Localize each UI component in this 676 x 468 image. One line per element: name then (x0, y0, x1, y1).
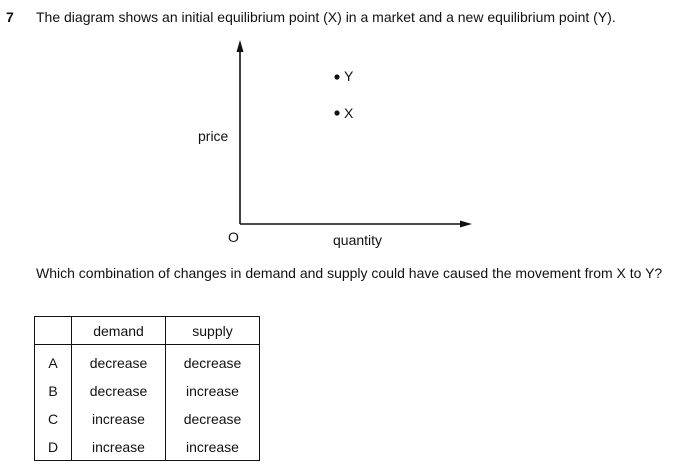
x-axis-arrowhead (460, 220, 472, 228)
question-number: 7 (6, 9, 14, 25)
question-text: The diagram shows an initial equilibrium… (36, 9, 616, 25)
point-x-label: X (344, 105, 354, 121)
table-header-row: demand supply (34, 316, 260, 345)
y-axis-arrowhead (236, 40, 244, 52)
option-supply: decrease (165, 344, 260, 377)
option-letter: C (34, 405, 72, 433)
x-axis-label: quantity (333, 232, 382, 248)
header-supply: supply (165, 316, 260, 345)
equilibrium-diagram: price O quantity Y X (198, 40, 472, 248)
option-demand: increase (71, 405, 166, 433)
table-row: D increase increase (34, 433, 260, 461)
header-letter-cell (34, 316, 72, 345)
option-demand: decrease (71, 344, 166, 377)
y-axis-label: price (198, 128, 229, 144)
option-supply: increase (165, 377, 260, 405)
option-letter: B (34, 377, 72, 405)
option-supply: decrease (165, 405, 260, 433)
question-prompt: Which combination of changes in demand a… (36, 265, 663, 281)
point-y-label: Y (344, 68, 354, 84)
option-demand: decrease (71, 377, 166, 405)
table-row: C increase decrease (34, 405, 260, 433)
table-row: A decrease decrease (34, 344, 260, 377)
header-demand: demand (71, 316, 166, 345)
option-letter: A (34, 344, 72, 377)
option-letter: D (34, 433, 72, 461)
options-table: demand supply A decrease decrease B decr… (34, 316, 260, 461)
option-supply: increase (165, 433, 260, 461)
table-row: B decrease increase (34, 377, 260, 405)
option-demand: increase (71, 433, 166, 461)
point-y-dot (334, 74, 340, 80)
origin-label: O (228, 229, 239, 245)
point-x-dot (334, 110, 340, 116)
